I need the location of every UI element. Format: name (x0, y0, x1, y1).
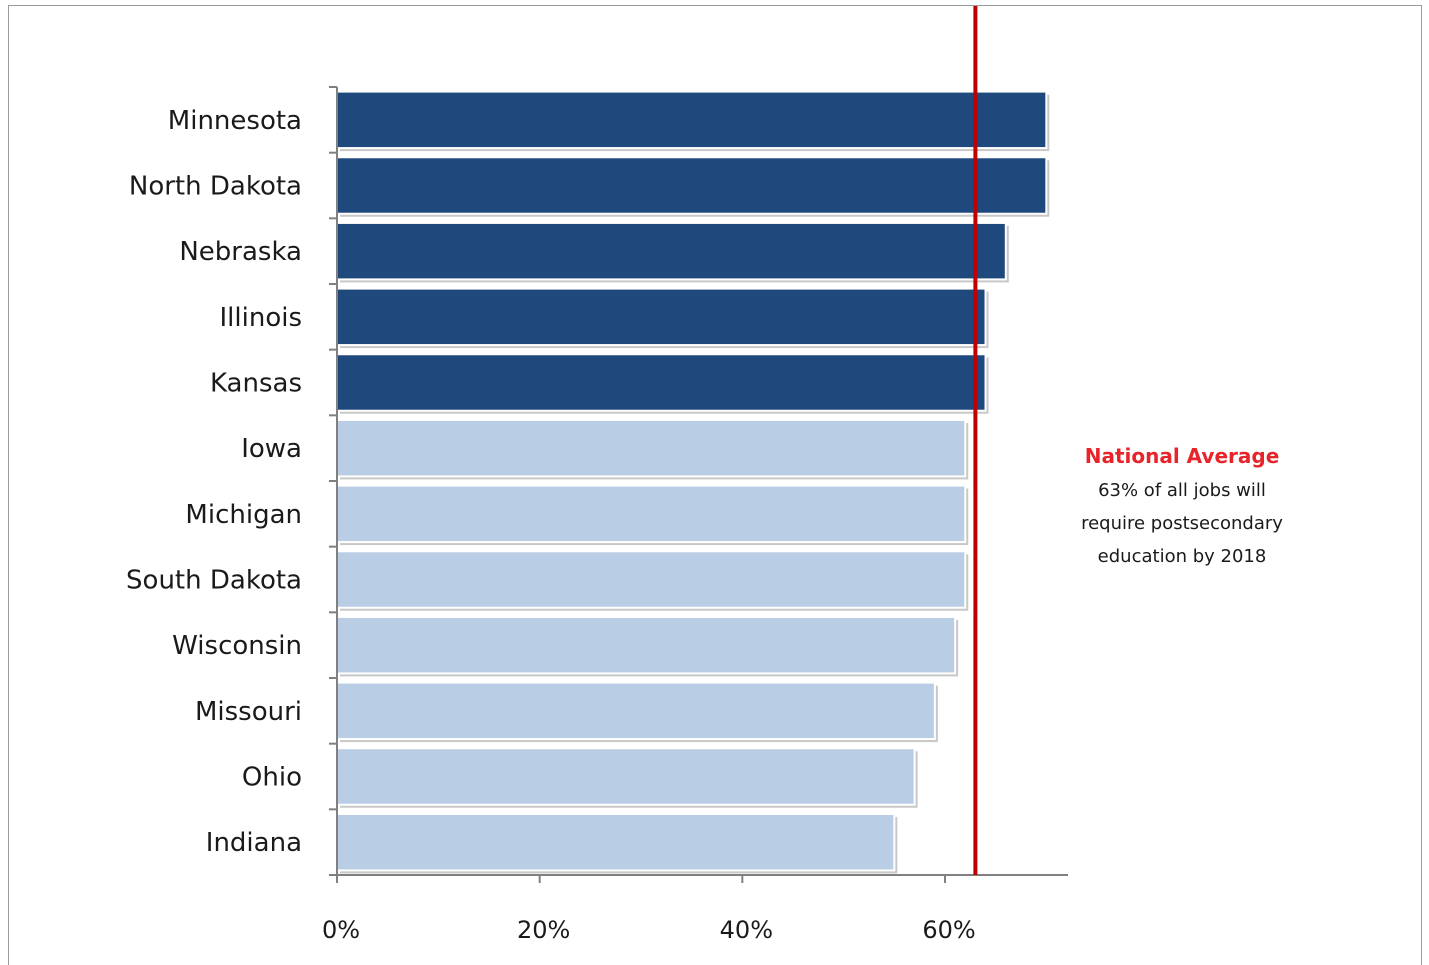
category-label-nebraska: Nebraska (179, 237, 302, 267)
bar-michigan (336, 484, 967, 544)
category-labels: Minnesota North Dakota Nebraska Illinois Kan… (126, 106, 302, 858)
category-label-missouri: Missouri (195, 697, 302, 727)
category-label-minnesota: Minnesota (168, 106, 302, 136)
x-tick-label-0: 0% (322, 916, 360, 944)
x-tick-label-20: 20% (517, 916, 570, 944)
category-label-north-dakota: North Dakota (129, 172, 302, 202)
bar-north-dakota (336, 156, 1048, 215)
category-label-kansas: Kansas (210, 369, 302, 399)
bar-minnesota (336, 90, 1048, 150)
category-label-ohio: Ohio (242, 763, 302, 793)
category-label-illinois: Illinois (220, 303, 303, 333)
bar-ohio (336, 747, 916, 806)
x-tick-label-60: 60% (922, 916, 975, 944)
category-label-iowa: Iowa (241, 434, 302, 464)
category-label-wisconsin: Wisconsin (172, 631, 302, 661)
bar-nebraska (336, 221, 1007, 281)
annotation-line-3: education by 2018 (1098, 546, 1267, 567)
bar-south-dakota (336, 550, 967, 609)
bar-iowa (336, 418, 967, 478)
x-axis-ticks: 0% 20% 40% 60% (322, 875, 976, 944)
category-label-indiana: Indiana (206, 828, 302, 858)
category-label-south-dakota: South Dakota (126, 566, 302, 596)
annotation-line-1: 63% of all jobs will (1098, 480, 1266, 501)
bar-wisconsin (336, 615, 957, 675)
annotation-line-2: require postsecondary (1081, 513, 1283, 534)
bar-missouri (336, 681, 936, 741)
chart-frame (8, 5, 1422, 965)
y-axis-ticks (329, 86, 337, 876)
bars-group (336, 90, 1050, 874)
national-average-annotation: National Average 63% of all jobs will re… (1081, 444, 1283, 567)
bar-indiana (336, 812, 896, 872)
bar-illinois (336, 287, 987, 347)
x-tick-label-40: 40% (720, 916, 773, 944)
bar-kansas (336, 353, 987, 412)
annotation-title: National Average (1085, 444, 1280, 468)
category-label-michigan: Michigan (185, 500, 302, 530)
